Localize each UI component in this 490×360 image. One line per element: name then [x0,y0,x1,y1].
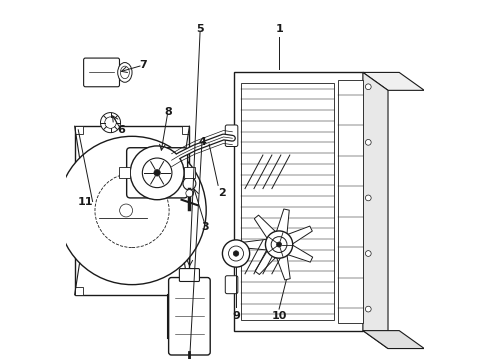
Circle shape [233,251,239,256]
Polygon shape [276,209,289,235]
Polygon shape [254,215,276,239]
Text: 11: 11 [78,197,93,207]
Circle shape [120,204,133,217]
Text: 8: 8 [164,107,172,117]
Circle shape [100,113,121,133]
Bar [338,80,363,323]
Polygon shape [255,250,276,275]
Bar [234,72,363,330]
Bar [120,167,130,178]
Circle shape [183,177,196,190]
Circle shape [366,139,371,145]
Ellipse shape [121,66,129,79]
Text: 4: 4 [198,138,206,147]
Circle shape [366,306,371,312]
Polygon shape [287,226,312,244]
Text: 9: 9 [232,311,240,321]
Circle shape [228,246,244,261]
Text: 6: 6 [117,125,125,135]
Circle shape [143,158,172,188]
Circle shape [58,136,206,285]
Circle shape [130,146,184,200]
Circle shape [366,84,371,90]
FancyBboxPatch shape [179,269,199,282]
FancyBboxPatch shape [126,148,188,198]
FancyBboxPatch shape [84,58,120,87]
FancyBboxPatch shape [225,276,238,294]
Circle shape [271,237,287,252]
Bar [181,126,190,134]
Text: 5: 5 [196,24,204,35]
Circle shape [186,190,193,197]
Circle shape [95,174,169,248]
Polygon shape [363,330,424,348]
Text: 1: 1 [275,24,283,35]
Polygon shape [363,72,388,348]
Text: 7: 7 [139,60,147,70]
Polygon shape [287,244,313,262]
Polygon shape [243,239,268,250]
Polygon shape [363,72,424,90]
Text: 2: 2 [218,188,225,198]
Circle shape [222,240,250,267]
Circle shape [154,170,160,176]
Bar [74,126,82,134]
Bar [181,287,190,295]
Text: 3: 3 [202,222,209,231]
FancyBboxPatch shape [225,125,238,147]
Circle shape [366,251,371,256]
Circle shape [366,195,371,201]
Circle shape [105,117,116,129]
Bar [74,126,190,295]
Bar [74,287,82,295]
Circle shape [276,242,282,247]
Bar [242,83,334,320]
Bar [184,167,195,178]
Ellipse shape [118,63,132,82]
Circle shape [266,231,293,258]
FancyBboxPatch shape [169,278,210,355]
Polygon shape [276,255,290,280]
Text: 10: 10 [271,311,287,321]
